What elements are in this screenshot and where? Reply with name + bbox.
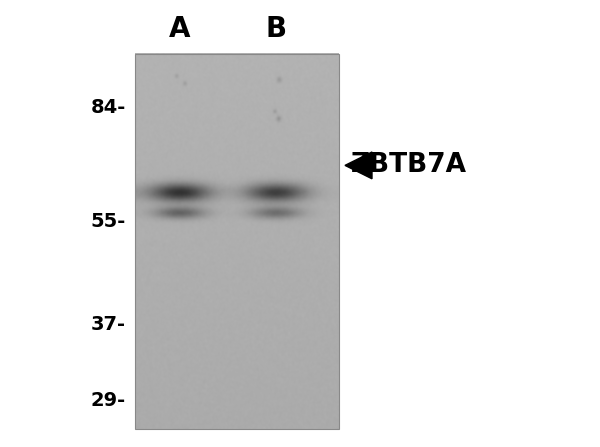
Text: A: A <box>169 15 191 43</box>
Text: 84-: 84- <box>91 98 126 117</box>
Text: 29-: 29- <box>91 391 126 409</box>
FancyArrow shape <box>345 152 372 179</box>
Text: 37-: 37- <box>91 315 126 333</box>
Text: B: B <box>265 15 287 43</box>
Bar <box>135 54 339 429</box>
Text: 55-: 55- <box>91 212 126 231</box>
Text: ZBTB7A: ZBTB7A <box>351 152 467 178</box>
